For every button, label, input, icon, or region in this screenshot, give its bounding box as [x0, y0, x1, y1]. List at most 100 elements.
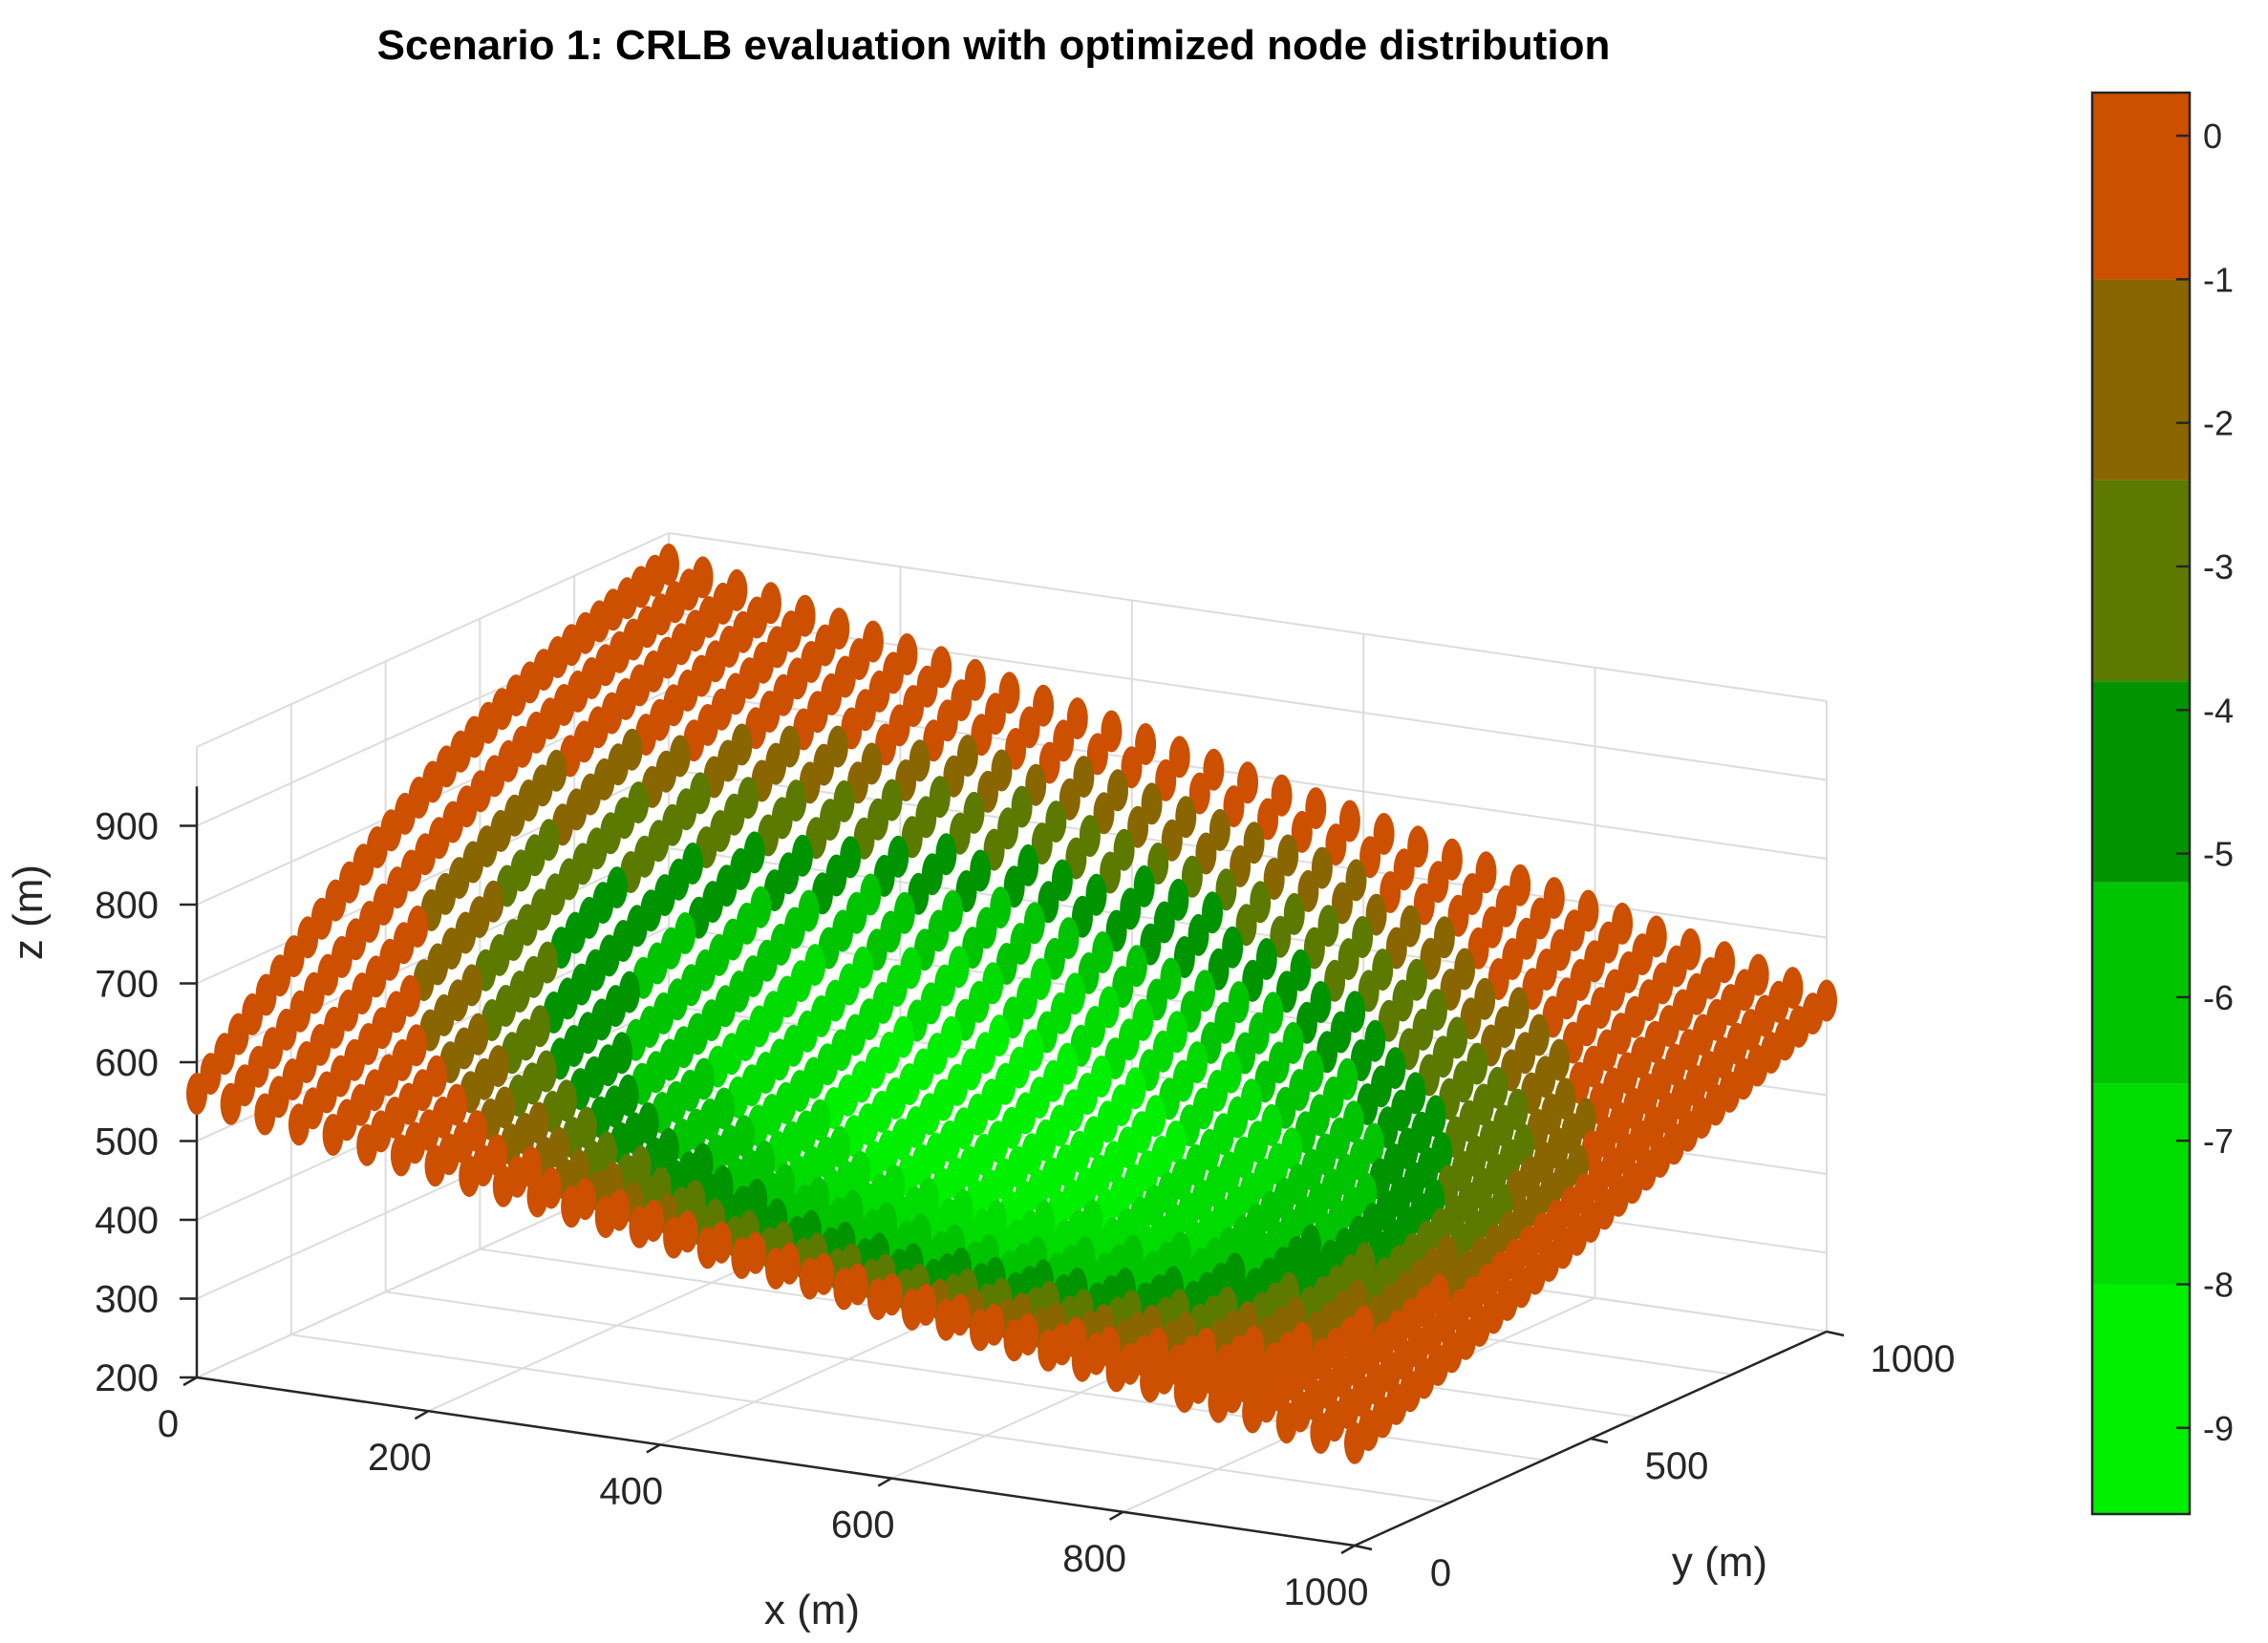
data-point [1175, 796, 1197, 839]
data-point [424, 1144, 446, 1187]
data-point [561, 1185, 583, 1228]
data-point [1003, 1319, 1025, 1362]
data-point [1344, 1421, 1365, 1464]
data-point [1311, 846, 1333, 889]
data-point [1135, 723, 1157, 765]
y-tick-mark [1590, 1437, 1609, 1444]
colorbar-band [2092, 93, 2190, 280]
data-point [1230, 844, 1252, 887]
data-point [1208, 1380, 1230, 1423]
data-point [901, 1288, 923, 1331]
x-tick-mark [1108, 1510, 1124, 1521]
y-axis-label: y (m) [1672, 1539, 1767, 1586]
z-tick-label: 600 [95, 1042, 159, 1084]
data-point [1140, 1360, 1162, 1403]
colorbar-frame [2090, 91, 2192, 1516]
data-point [1243, 822, 1265, 864]
data-point [1223, 785, 1245, 828]
y-tick-mark [1826, 1330, 1845, 1337]
y-tick-mark [1354, 1544, 1373, 1551]
y-tick-label: 500 [1645, 1445, 1709, 1487]
data-point [1105, 1350, 1127, 1393]
x-axis-label: x (m) [764, 1587, 860, 1633]
data-point [969, 1309, 991, 1352]
x-tick-label: 0 [158, 1403, 179, 1445]
z-tick-label: 700 [95, 964, 159, 1006]
z-tick-label: 500 [95, 1121, 159, 1163]
colorbar-tick-label: -1 [2203, 260, 2234, 299]
data-point [1263, 858, 1285, 900]
y-tick-label: 1000 [1871, 1338, 1956, 1380]
data-point [935, 1298, 957, 1341]
data-point [1161, 819, 1183, 862]
x-tick-label: 200 [368, 1437, 432, 1479]
colorbar-band [2092, 1284, 2190, 1514]
z-tick-label: 200 [95, 1357, 159, 1399]
data-point [1310, 1412, 1332, 1454]
x-tick-mark [1340, 1544, 1356, 1555]
data-point [1305, 787, 1327, 830]
data-point [1071, 1339, 1093, 1382]
data-point [254, 1093, 276, 1136]
axes [180, 786, 1845, 1555]
z-tick-label: 300 [95, 1279, 159, 1321]
colorbar-tick-label: -5 [2203, 835, 2234, 874]
data-point [1188, 772, 1210, 815]
data-point [322, 1114, 344, 1156]
z-tick-label: 800 [95, 885, 159, 927]
data-point [1167, 878, 1189, 921]
data-point [867, 1278, 888, 1321]
x-tick-label: 800 [1062, 1538, 1126, 1580]
data-point [1168, 736, 1190, 779]
chart-title: Scenario 1: CRLB evaluation with optimiz… [377, 22, 1611, 69]
data-point [765, 1247, 786, 1290]
x-tick-mark [646, 1443, 661, 1454]
colorbar-tick-label: -3 [2203, 547, 2234, 587]
data-point [1086, 733, 1108, 776]
data-point [1277, 834, 1299, 877]
data-point [833, 1268, 855, 1311]
data-point [1073, 756, 1095, 799]
data-point [288, 1103, 310, 1146]
colorbar-tick-label: -2 [2203, 404, 2234, 443]
colorbar-tick-label: -8 [2203, 1266, 2234, 1305]
data-point [459, 1155, 481, 1198]
colorbar-band [2092, 480, 2190, 682]
data-point [629, 1206, 651, 1248]
data-point [1325, 823, 1347, 866]
x-axis-line [196, 1376, 1356, 1547]
data-point [1173, 1371, 1195, 1413]
data-point [1155, 758, 1177, 801]
data-point [220, 1082, 242, 1125]
data-point [390, 1134, 412, 1177]
data-point [799, 1257, 821, 1300]
y-tick-label: 0 [1430, 1552, 1451, 1594]
data-point [1127, 805, 1149, 848]
x-tick-label: 600 [831, 1504, 895, 1547]
colorbar-tick-label: -7 [2203, 1121, 2234, 1161]
x-tick-mark [877, 1477, 892, 1487]
data-point [1195, 832, 1217, 875]
data-point [1338, 800, 1360, 843]
data-point [1257, 798, 1279, 841]
z-tick-label: 900 [95, 806, 159, 848]
colorbar-tick-label: 0 [2203, 117, 2222, 156]
grid-line [290, 1334, 1449, 1504]
data-point [186, 1073, 207, 1115]
grid-line [196, 531, 1828, 748]
colorbar-band [2092, 1083, 2190, 1285]
data-point [1275, 1401, 1297, 1444]
data-point [1181, 855, 1203, 898]
data-point [1121, 746, 1143, 789]
data-point [1250, 881, 1272, 924]
data-point [1237, 761, 1258, 804]
data-point [1283, 892, 1305, 935]
data-point [594, 1196, 616, 1239]
colorbar-band [2092, 279, 2190, 480]
z-tick-label: 400 [95, 1200, 159, 1242]
data-point [1345, 859, 1367, 902]
data-point [1407, 825, 1429, 868]
colorbar-band [2092, 681, 2190, 883]
